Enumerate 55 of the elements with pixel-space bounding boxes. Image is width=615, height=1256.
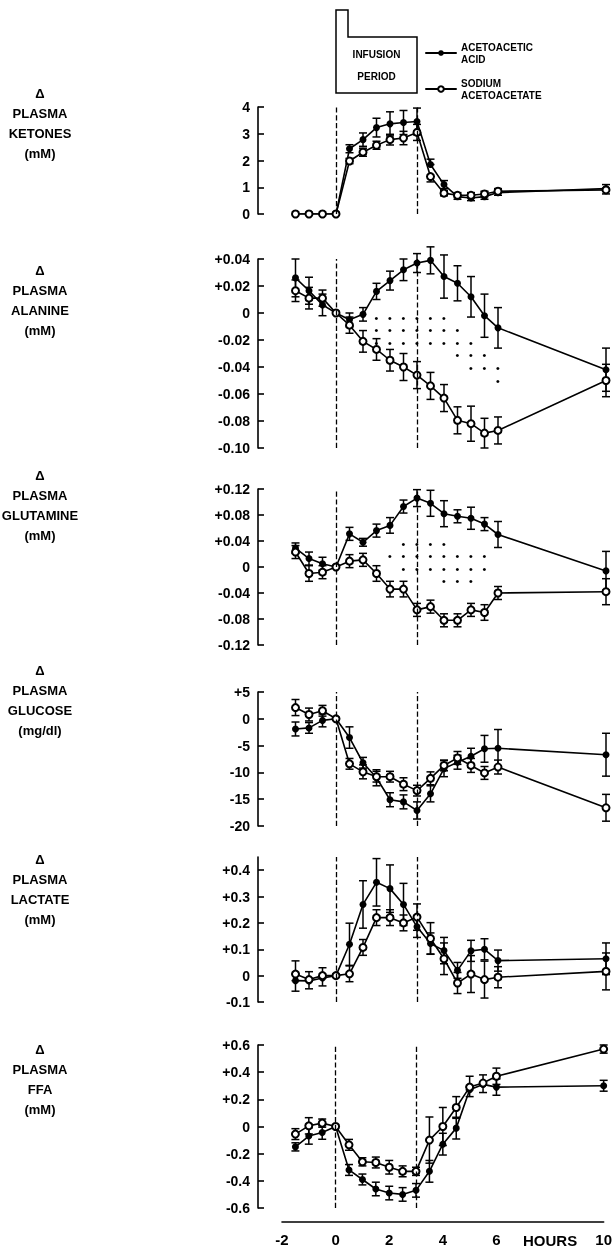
x-tick-label: -2 [275,1231,289,1248]
x-tick-label: 10 [595,1231,612,1248]
x-tick-label: 6 [492,1231,501,1248]
y-tick-label: -15 [229,791,251,808]
y-tick-label: -0.04 [218,585,251,601]
y-tick-label: +0.6 [222,1037,251,1053]
y-tick-label: 0 [242,206,251,222]
y-axis-title: Δ PLASMA KETONES (mM) [8,85,72,161]
y-tick-label: 3 [242,125,251,142]
x-tick-label: 4 [438,1231,448,1248]
text: INFUSION PERIOD [352,48,401,82]
x-axis-title: HOURS [522,1231,578,1249]
y-tick-label: 2 [242,152,251,169]
y-tick-label: +0.4 [222,1064,251,1081]
y-tick-label: +5 [234,684,251,700]
y-tick-label: +0.2 [222,914,251,931]
y-tick-label: -0.12 [218,637,251,653]
y-tick-label: -20 [229,818,251,834]
y-tick-label: -5 [237,737,251,754]
y-tick-label: -0.08 [218,413,251,429]
y-tick-label: +0.04 [214,533,251,549]
y-tick-label: -0.6 [225,1200,251,1216]
legend-label: ACETOACETIC ACID [461,41,536,65]
y-tick-label: 0 [242,967,251,984]
y-tick-label: -0.10 [218,440,251,456]
y-axis-title: Δ PLASMA GLUTAMINE (mM) [1,467,79,543]
y-tick-label: +0.2 [222,1091,251,1108]
y-tick-label: -0.4 [225,1172,251,1189]
y-tick-label: 0 [242,710,251,727]
x-tick-label: 2 [385,1231,394,1248]
y-tick-label: -0.2 [225,1145,251,1162]
y-tick-label: +0.04 [214,251,251,267]
y-axis-title: Δ PLASMA ALANINE (mM) [11,262,70,338]
y-tick-label: -0.04 [218,359,251,375]
y-tick-label: 4 [242,99,251,115]
y-tick-label: -0.1 [225,994,251,1010]
y-axis-title: Δ PLASMA FFA (mM) [12,1041,69,1117]
y-tick-label: 0 [242,1118,251,1135]
y-tick-label: -0.02 [218,332,251,348]
y-tick-label: +0.4 [222,862,251,879]
y-axis-title: Δ PLASMA LACTATE (mM) [10,851,70,927]
x-tick-label: 0 [331,1231,340,1248]
y-tick-label: 0 [242,559,251,575]
legend-label: SODIUM ACETOACETATE [461,77,542,101]
y-tick-label: +0.1 [222,941,251,958]
y-tick-label: -10 [229,764,251,781]
y-tick-label: +0.12 [214,481,251,497]
y-tick-label: +0.08 [214,507,251,523]
y-tick-label: +0.3 [222,888,251,905]
y-tick-label: 1 [242,179,251,196]
y-tick-label: 0 [242,305,251,321]
y-tick-label: +0.02 [214,278,251,294]
y-axis-title: Δ PLASMA GLUCOSE (mg/dl) [7,662,73,738]
y-tick-label: -0.08 [218,611,251,627]
y-tick-label: -0.06 [218,386,251,402]
